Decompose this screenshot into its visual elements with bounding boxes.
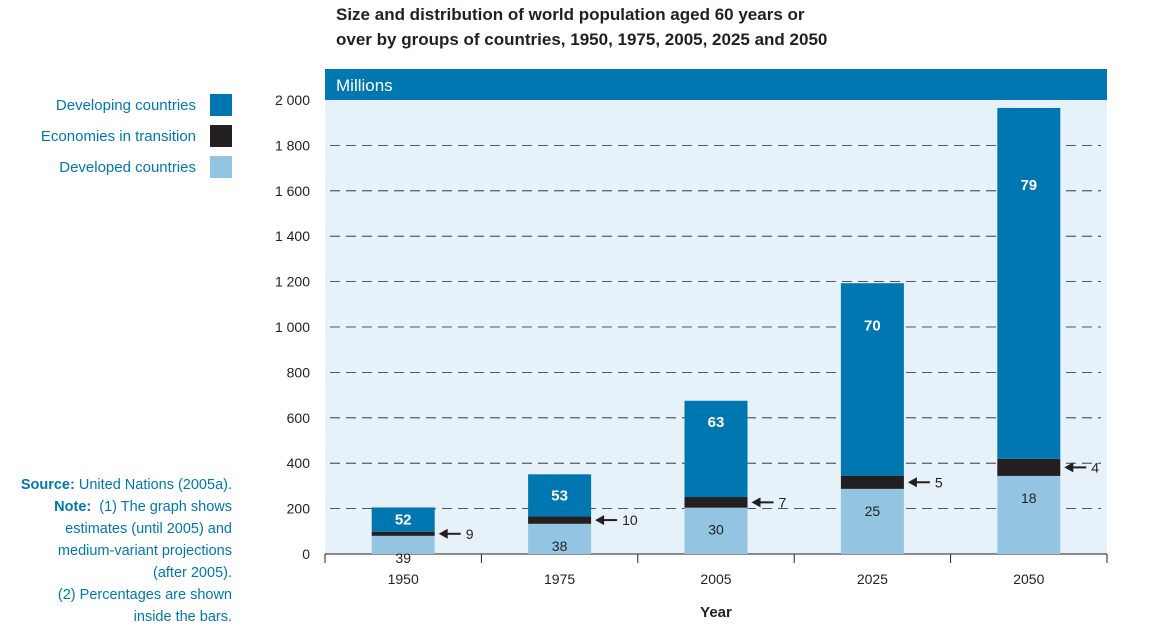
legend-swatch-transition [210, 125, 232, 147]
x-axis-label: Year [700, 604, 732, 621]
note-text-1: (1) The graph shows [99, 499, 232, 515]
chart-title-line-2: over by groups of countries, 1950, 1975,… [336, 30, 828, 49]
bar-developing-2025 [840, 283, 904, 476]
source-line: Source: United Nations (2005a). [0, 474, 232, 496]
data-label-developing-2005: 63 [708, 414, 725, 431]
source-notes: Source: United Nations (2005a). Note: (1… [0, 474, 232, 628]
data-label-transition-2050: 4 [1091, 459, 1099, 475]
source-label: Source: [20, 477, 75, 493]
bar-developed-2050 [997, 475, 1061, 554]
arrow-head-2005 [751, 497, 761, 508]
note-line-6: inside the bars. [133, 609, 232, 625]
data-label-transition-2005: 7 [779, 494, 787, 510]
y-tick-label-400: 400 [287, 455, 311, 471]
data-label-developed-1950: 39 [395, 550, 411, 566]
bar-transition-1975 [528, 516, 592, 524]
header-label: Millions [336, 76, 393, 95]
bar-transition-2050 [997, 458, 1061, 476]
data-label-developing-1975: 53 [551, 487, 568, 504]
note-line-4: (after 2005). [153, 565, 232, 581]
y-tick-label-800: 800 [287, 364, 311, 380]
y-tick-label-1800: 1 800 [275, 137, 310, 153]
data-label-transition-2025: 5 [935, 474, 943, 490]
legend-swatch-developing [210, 94, 232, 116]
note-line-3: medium-variant projections [57, 543, 232, 559]
data-label-developing-1950: 52 [395, 512, 412, 529]
y-tick-label-1000: 1 000 [275, 319, 310, 335]
bar-transition-2025 [840, 475, 904, 489]
note-line-5: (2) Percentages are shown [57, 587, 232, 603]
note-label: Note: [54, 499, 92, 515]
data-label-developed-2005: 30 [708, 522, 724, 538]
bar-developed-1975 [528, 523, 592, 554]
bars: 39 9 52 38 10 53 30 7 63 25 5 70 18 4 79 [371, 107, 1099, 566]
bar-transition-2005 [684, 497, 748, 508]
gridlines [330, 144, 1101, 510]
arrow-head-1950 [438, 528, 448, 539]
y-tick-label-1200: 1 200 [275, 274, 310, 290]
bar-developing-1975 [528, 474, 592, 517]
legend-label-developed: Developed countries [59, 158, 196, 176]
chart-title: Size and distribution of world populatio… [336, 2, 976, 52]
note-line-2: estimates (until 2005) and [65, 521, 232, 537]
y-tick-label-2000: 2 000 [275, 92, 310, 108]
y-tick-label-1600: 1 600 [275, 183, 310, 199]
data-label-developing-2050: 79 [1020, 177, 1037, 194]
x-axis: 1950 1975 2005 2025 2050 [324, 553, 1108, 587]
x-tick-label-2050: 2050 [1013, 571, 1044, 587]
legend-item-transition: Economies in transition [41, 123, 232, 149]
bar-developed-2005 [684, 507, 748, 554]
legend-label-developing: Developing countries [55, 96, 196, 114]
x-tick-label-2005: 2005 [700, 571, 731, 587]
note-line-1: Note: (1) The graph shows [0, 496, 232, 518]
arrow-head-2025 [907, 477, 917, 488]
legend-item-developed: Developed countries [59, 154, 232, 180]
x-tick-label-1950: 1950 [388, 571, 419, 587]
bar-transition-1950 [371, 531, 435, 536]
y-tick-label-200: 200 [287, 501, 311, 517]
arrow-head-2050 [1064, 462, 1074, 473]
bar-developing-2005 [684, 400, 748, 498]
data-label-developed-2025: 25 [865, 503, 881, 519]
bar-developed-2025 [840, 488, 904, 554]
bar-developing-2050 [997, 107, 1061, 459]
data-label-developing-2025: 70 [864, 318, 881, 335]
data-label-developed-2050: 18 [1021, 490, 1037, 506]
y-tick-label-600: 600 [287, 410, 311, 426]
x-tick-label-2025: 2025 [857, 571, 888, 587]
data-label-transition-1950: 9 [466, 526, 474, 542]
bar-developed-1950 [371, 535, 435, 554]
y-tick-label-1400: 1 400 [275, 228, 310, 244]
arrow-head-1975 [595, 515, 605, 526]
legend-swatch-developed [210, 156, 232, 178]
y-axis: 0 200 400 600 800 1 000 1 200 1 400 1 600 1 800 2 … [275, 92, 310, 562]
y-tick-label-0: 0 [302, 546, 310, 562]
header-bar [325, 69, 1107, 100]
bar-developing-1950 [371, 507, 435, 532]
source-text: United Nations (2005a). [78, 477, 232, 493]
chart-title-line-1: Size and distribution of world populatio… [336, 5, 805, 24]
legend-item-developing: Developing countries [56, 92, 232, 118]
data-label-developed-1975: 38 [552, 538, 568, 554]
data-label-transition-1975: 10 [622, 512, 638, 528]
x-tick-label-1975: 1975 [544, 571, 575, 587]
legend-label-transition: Economies in transition [40, 127, 196, 145]
